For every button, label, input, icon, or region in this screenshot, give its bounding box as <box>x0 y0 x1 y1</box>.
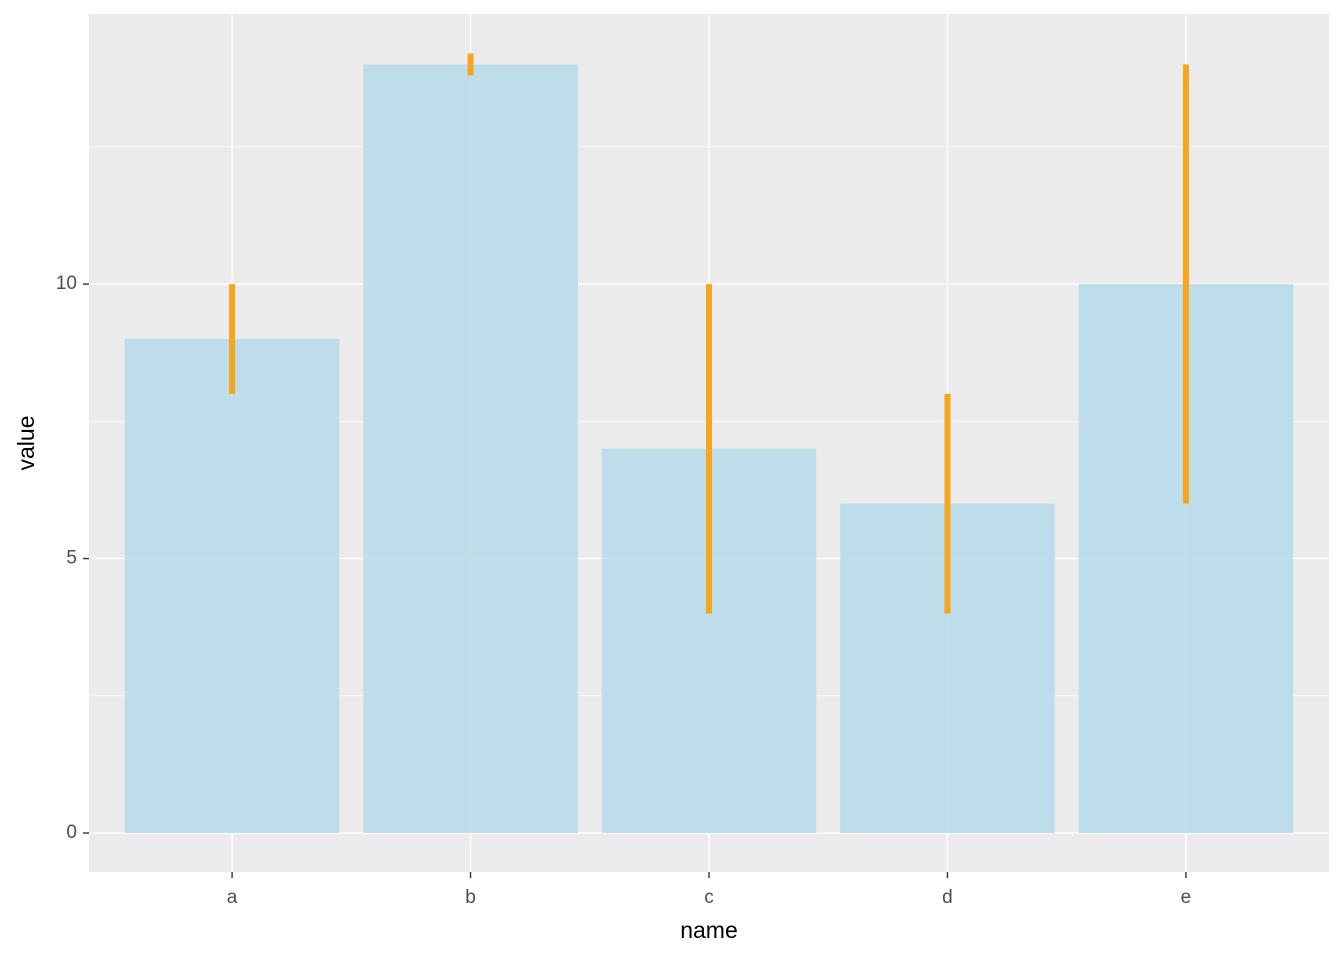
bar <box>363 64 578 834</box>
y-tick-label: 5 <box>66 548 77 569</box>
x-axis-title: name <box>680 917 738 943</box>
x-tick-label: d <box>942 887 953 908</box>
x-tick-label: b <box>465 887 476 908</box>
x-tick-label: e <box>1181 887 1192 908</box>
bar <box>124 338 340 834</box>
x-tick-label: c <box>704 887 714 908</box>
y-tick-label: 0 <box>66 822 77 843</box>
y-axis-title: value <box>13 416 39 471</box>
y-tick-label: 10 <box>56 273 77 294</box>
x-tick-label: a <box>227 887 238 908</box>
